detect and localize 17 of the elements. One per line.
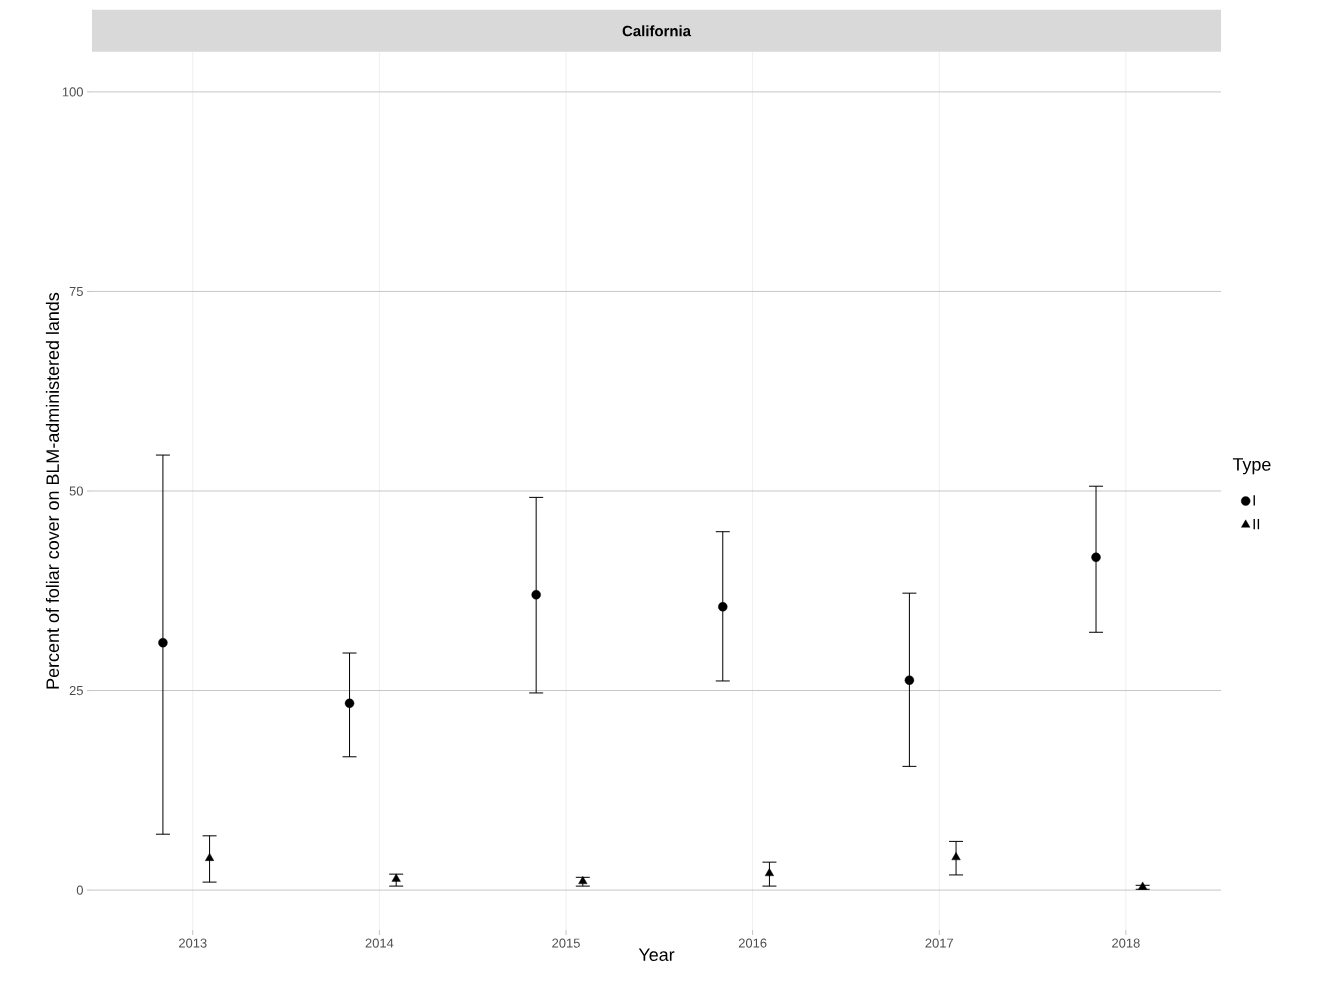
chart-title: California [622,25,692,37]
x-tick-label: 2017 [925,938,953,948]
x-tick-label: 2018 [1112,938,1140,948]
legend-label: II [1253,518,1260,530]
y-axis-title: Percent of foliar cover on BLM-administered lands [45,292,60,689]
y-tick-label: 0 [76,885,83,895]
x-tick-label: 2016 [738,938,767,948]
x-tick-label: 2015 [552,938,580,948]
x-axis-title: Year [638,948,675,962]
x-tick-label: 2013 [179,938,207,948]
x-tick-label: 2014 [365,938,394,948]
y-tick-label: 50 [69,486,83,496]
y-tick-label: 25 [69,685,83,696]
y-tick-label: 100 [62,87,83,97]
legend-title: Type [1232,458,1271,475]
legend-label: I [1253,495,1255,506]
y-tick-label: 75 [69,286,83,296]
